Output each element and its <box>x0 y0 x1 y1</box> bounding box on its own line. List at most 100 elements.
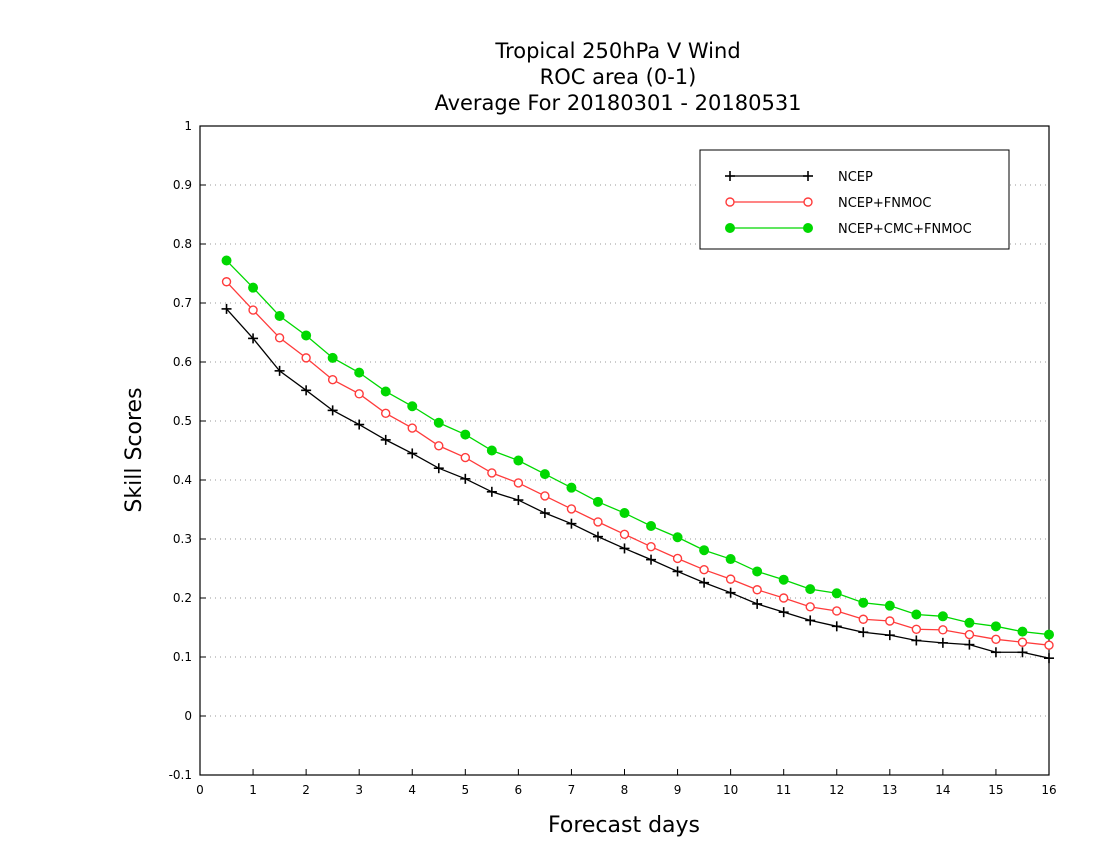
data-point <box>380 386 391 397</box>
data-point <box>327 375 338 385</box>
y-tick-label: 0.3 <box>173 532 192 546</box>
data-point <box>964 629 975 640</box>
data-point <box>805 584 816 595</box>
y-tick-label: 0.8 <box>173 237 192 251</box>
series-line <box>226 281 1050 646</box>
legend-marker <box>803 171 813 181</box>
data-point <box>433 463 444 474</box>
title-line-2: ROC area (0-1) <box>540 65 697 89</box>
data-point <box>248 282 259 293</box>
data-point <box>832 606 842 616</box>
data-point <box>1017 647 1028 658</box>
data-point <box>354 389 364 399</box>
y-tick-label: 0.6 <box>173 355 192 369</box>
data-point <box>592 496 603 507</box>
data-point <box>646 521 657 532</box>
x-axis-label: Forecast days <box>548 813 700 838</box>
data-point <box>274 333 285 343</box>
data-point <box>327 405 338 416</box>
data-point <box>381 408 391 419</box>
data-point <box>778 607 789 618</box>
data-point <box>513 478 524 488</box>
data-point <box>434 441 444 451</box>
x-tick-label: 15 <box>988 783 1003 797</box>
legend-marker <box>803 223 813 233</box>
x-tick-label: 10 <box>723 783 738 797</box>
y-tick-label: 0.5 <box>173 414 192 428</box>
data-point <box>566 482 577 493</box>
x-tick-label: 5 <box>461 783 469 797</box>
x-tick-label: 11 <box>776 783 791 797</box>
data-point <box>646 541 656 552</box>
data-point <box>752 598 763 609</box>
data-point <box>566 504 577 514</box>
data-point <box>274 365 285 376</box>
data-point <box>513 495 524 506</box>
y-tick-label: -0.1 <box>169 768 192 782</box>
title-line-1: Tropical 250hPa V Wind <box>494 39 740 63</box>
data-point <box>1044 629 1054 640</box>
data-point <box>380 434 391 445</box>
data-point <box>911 624 922 634</box>
legend-label: NCEP+CMC+FNMOC <box>838 222 972 237</box>
legend: NCEP NCEP+FNMOC NCEP+CMC+FNMOC <box>699 149 1010 250</box>
y-tick-label: 1 <box>184 119 192 133</box>
data-point <box>937 611 948 622</box>
y-tick-label: 0 <box>184 709 192 723</box>
data-point <box>672 553 683 564</box>
data-point <box>433 417 444 428</box>
legend-box <box>699 149 1010 250</box>
data-point <box>221 277 232 287</box>
data-point <box>539 469 550 480</box>
legend-entry: NCEP+FNMOC <box>725 196 931 211</box>
data-point <box>540 491 550 501</box>
data-point <box>938 625 948 635</box>
data-point <box>778 574 789 585</box>
data-point <box>460 452 471 463</box>
x-tick-label: 1 <box>249 783 257 797</box>
data-point <box>964 617 975 628</box>
data-point <box>805 615 816 626</box>
data-point <box>991 634 1001 644</box>
legend-marker <box>803 197 813 207</box>
y-tick-label: 0.7 <box>173 296 192 310</box>
data-point <box>831 621 842 632</box>
x-tick-label: 9 <box>674 783 682 797</box>
title-line-3: Average For 20180301 - 20180531 <box>434 91 801 115</box>
data-point <box>885 616 895 626</box>
x-tick-label: 7 <box>568 783 576 797</box>
series-ncep-fnmoc <box>221 277 1054 650</box>
data-point <box>646 554 657 565</box>
data-point <box>593 517 603 527</box>
data-point <box>831 588 842 599</box>
y-tick-label: 0.1 <box>173 650 192 664</box>
data-point <box>407 448 418 459</box>
data-point <box>301 385 312 396</box>
data-point <box>884 600 895 611</box>
data-point <box>486 486 497 497</box>
data-point <box>1017 637 1028 647</box>
data-point <box>539 508 550 519</box>
legend-marker <box>725 171 735 181</box>
data-point <box>354 367 365 378</box>
data-point <box>937 637 948 648</box>
data-point <box>699 545 710 556</box>
legend-marker <box>725 197 735 207</box>
data-point <box>619 529 630 539</box>
data-point <box>301 353 311 363</box>
data-point <box>460 473 471 484</box>
x-tick-label: 6 <box>515 783 523 797</box>
data-point <box>1017 626 1028 637</box>
data-point <box>407 401 418 412</box>
data-point <box>487 468 497 478</box>
series-line <box>226 308 1050 659</box>
y-tick-label: 0.2 <box>173 591 192 605</box>
legend-entry: NCEP <box>725 170 873 185</box>
x-tick-label: 8 <box>621 783 629 797</box>
data-point <box>619 543 630 554</box>
x-tick-label: 4 <box>408 783 416 797</box>
data-point <box>1044 640 1054 650</box>
data-point <box>1044 653 1054 664</box>
data-point <box>248 305 258 315</box>
data-point <box>752 585 762 595</box>
